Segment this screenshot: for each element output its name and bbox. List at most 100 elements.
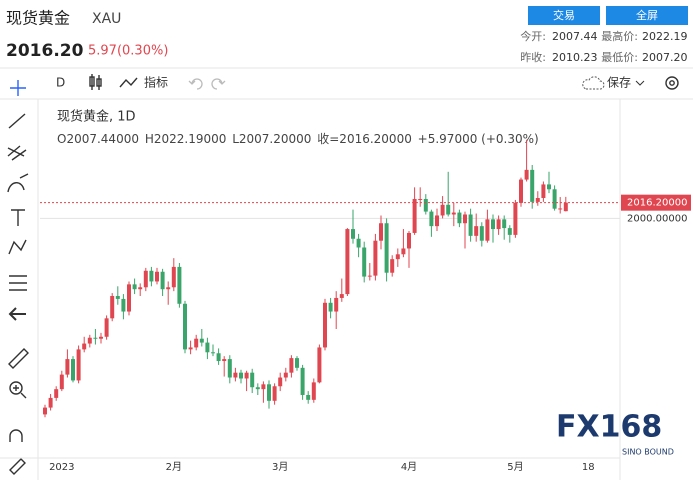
candle-body	[390, 259, 395, 273]
candle-body	[160, 271, 165, 290]
ohlc-high: H2022.19000	[145, 132, 227, 146]
candle-body	[541, 184, 546, 199]
candle-body	[93, 337, 98, 339]
candle-body	[496, 219, 501, 230]
candle-body	[552, 189, 557, 209]
x-tick-label: 2月	[166, 461, 182, 473]
candle-body	[463, 214, 467, 224]
trade-label[interactable]: 交易	[553, 8, 575, 22]
candle-body	[177, 266, 182, 304]
settings[interactable]	[665, 76, 679, 90]
stat-value: 2010.23	[552, 51, 598, 64]
watermark-sub: SINO BOUND	[622, 448, 674, 457]
candle-body	[384, 223, 389, 273]
candle-body	[216, 353, 221, 362]
stats: 今开: 2007.44 最高价: 2022.19 昨收: 2010.23 最低价…	[520, 29, 687, 64]
candle-body	[71, 359, 75, 381]
candle-body	[351, 229, 355, 239]
candle-body	[289, 358, 294, 373]
ohlc-close: 收=2016.20000	[317, 132, 412, 146]
ohlc-legend: O2007.44000 H2022.19000 L2007.20000 收=20…	[57, 132, 539, 146]
fullscreen-button[interactable]	[606, 6, 688, 25]
x-tick-label: 5月	[507, 461, 523, 473]
candle-body	[222, 359, 227, 362]
stat-label: 今开:	[520, 29, 546, 43]
candle-body	[171, 266, 176, 288]
stat-label: 最高价:	[601, 29, 638, 43]
plot: 2000.00000 2023 2月 3月 4月 5月 18 2016.20000	[40, 139, 691, 473]
x-tick-label: 18	[582, 462, 595, 473]
candle-body	[513, 202, 518, 235]
trade-button[interactable]	[528, 6, 600, 25]
candle-body	[479, 226, 484, 241]
candle-body	[328, 302, 333, 312]
candle-body	[474, 226, 479, 236]
candle-body	[278, 377, 283, 387]
candle-body	[547, 184, 551, 190]
candle-body	[132, 284, 137, 290]
candle-body	[227, 359, 232, 378]
candle-body	[267, 384, 271, 401]
undo[interactable]	[188, 78, 203, 90]
candle-body	[563, 202, 568, 212]
candle-body	[250, 372, 255, 388]
symbol: XAU	[92, 11, 121, 27]
candle-body	[48, 397, 53, 408]
stat-value: 2007.20	[642, 51, 688, 64]
candle-body	[334, 297, 339, 312]
indicators[interactable]: 指标	[144, 75, 168, 90]
candle-body	[423, 198, 428, 212]
title: 现货黄金	[6, 9, 70, 28]
candle-body	[43, 407, 47, 415]
watermark-logo: FX168	[556, 410, 662, 445]
candle-body	[211, 352, 215, 354]
x-tick-label: 3月	[272, 461, 288, 473]
save[interactable]: 保存	[607, 76, 631, 90]
legend-title: 现货黄金, 1D	[57, 109, 136, 125]
candle-body	[356, 238, 361, 248]
candle-body	[535, 198, 540, 202]
fullscreen-label[interactable]: 全屏	[636, 8, 658, 22]
candle-body	[295, 358, 299, 368]
candle-body	[367, 275, 372, 277]
candle-body	[87, 337, 92, 344]
dropdown[interactable]	[635, 80, 645, 86]
candle-body	[283, 372, 288, 378]
candle-body	[143, 270, 148, 288]
candle-body	[183, 303, 187, 350]
candle-body	[138, 287, 143, 290]
settings-core	[669, 80, 675, 86]
stat-label: 昨收:	[520, 50, 546, 64]
candle-body	[65, 359, 70, 375]
candle-body	[149, 270, 154, 282]
candle-body	[255, 387, 260, 390]
candle-body	[82, 343, 87, 350]
candle-body	[244, 372, 249, 379]
candle-body	[446, 204, 451, 215]
candle-icon[interactable]	[89, 74, 102, 90]
candle-body	[300, 367, 305, 395]
candle-body	[306, 394, 311, 400]
candle-body	[519, 179, 523, 203]
candle-body	[524, 169, 529, 180]
candle-body	[502, 219, 507, 229]
candle-body	[205, 342, 210, 353]
candle-body	[429, 211, 434, 227]
indicator-icon[interactable]	[119, 77, 138, 88]
candle-body	[261, 384, 266, 390]
last-price-box	[621, 194, 691, 211]
change: 5.97(0.30%)	[88, 44, 168, 59]
stat-value: 2007.44	[552, 30, 598, 43]
candle-body	[59, 374, 64, 390]
redo[interactable]	[211, 78, 226, 90]
candle-body	[530, 169, 535, 202]
stat-label: 最低价:	[601, 51, 638, 64]
candle-body	[199, 338, 204, 343]
cloud-icon[interactable]	[582, 76, 605, 90]
drawing-tools[interactable]	[7, 80, 29, 475]
candle-body	[54, 389, 59, 398]
candle-body	[110, 296, 115, 319]
interval[interactable]: D	[56, 76, 65, 90]
